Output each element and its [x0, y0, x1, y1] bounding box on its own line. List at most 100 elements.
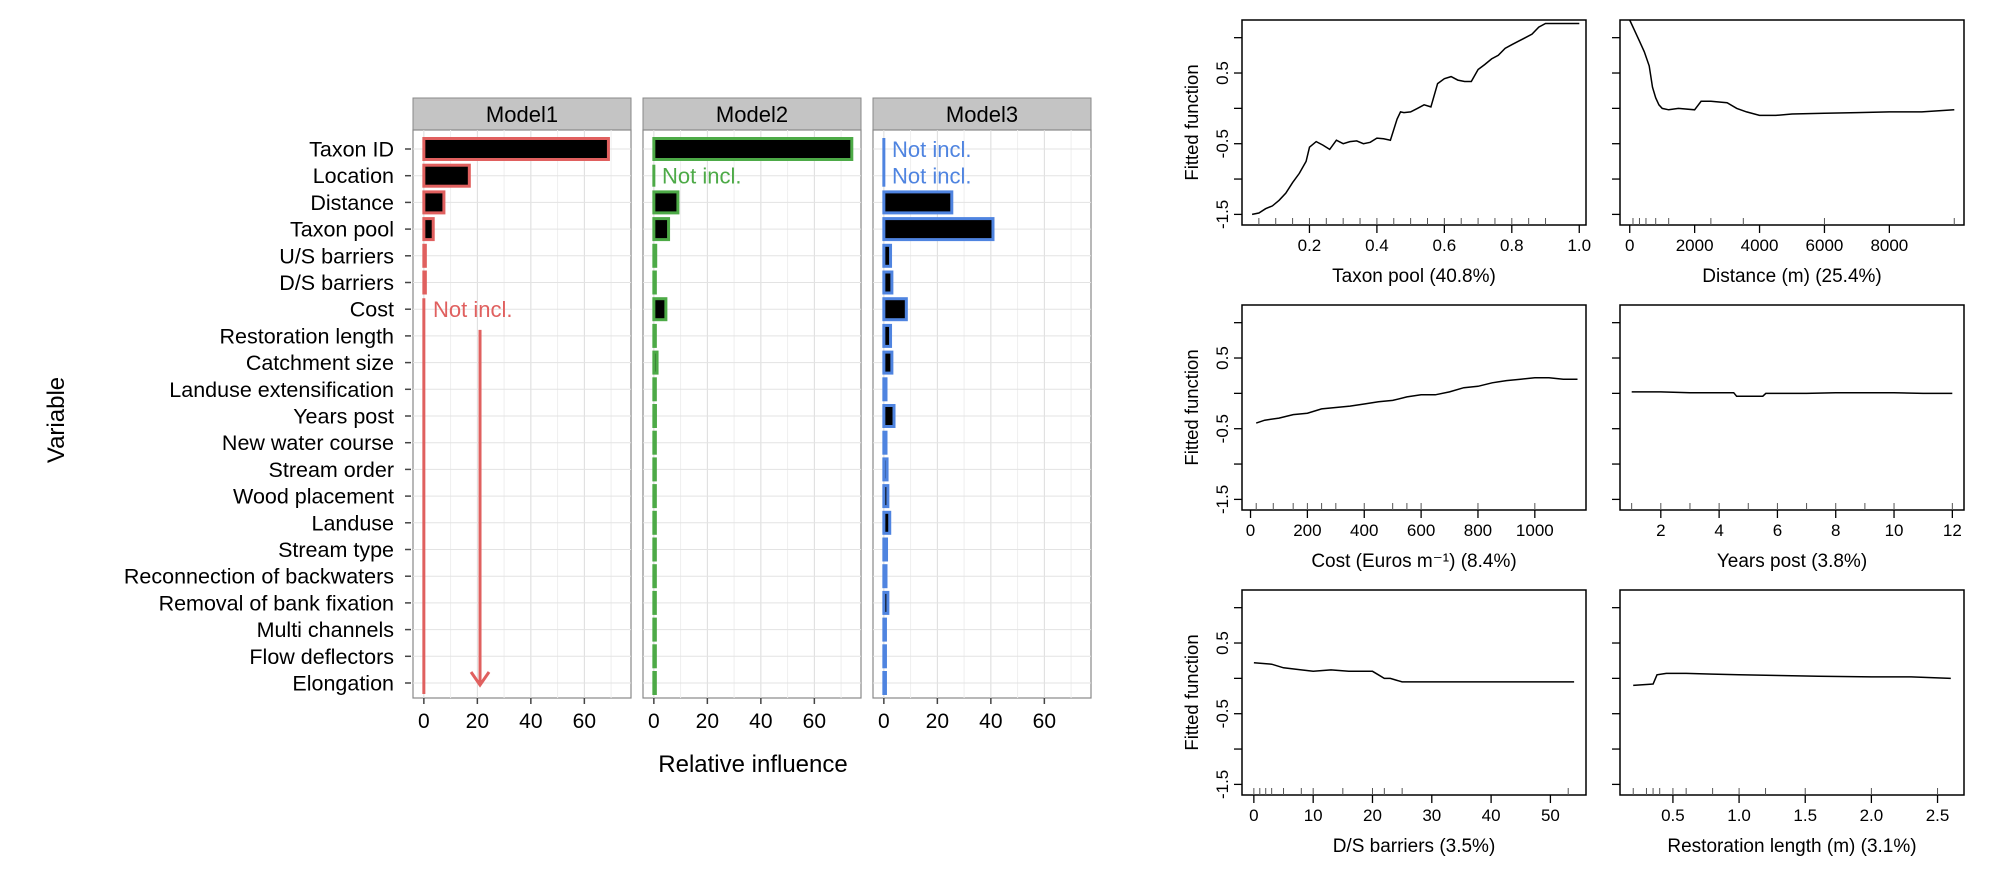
category-label: U/S barriers	[279, 244, 394, 268]
x-tick-label: 0.4	[1365, 236, 1389, 255]
y-tick-label: -1.5	[1213, 770, 1232, 799]
bar	[882, 350, 894, 375]
x-tick-label: 200	[1293, 521, 1321, 540]
bar	[882, 190, 954, 215]
category-label: Stream order	[269, 458, 394, 482]
bar	[652, 270, 657, 295]
y-tick-label: -0.5	[1213, 129, 1232, 158]
dependence-plot: 0 2000 4000 6000 8000 Distance (m) (25.4%)	[1612, 19, 1965, 287]
bar	[422, 270, 427, 295]
bar	[882, 217, 995, 242]
bar	[652, 671, 657, 695]
category-label: Stream type	[278, 538, 394, 562]
category-label: Restoration length	[220, 324, 395, 348]
facet-header	[412, 97, 632, 131]
x-tick-label: 6	[1773, 521, 1782, 540]
x-tick-label: 4000	[1741, 236, 1779, 255]
y-axis-title: Variable	[43, 377, 70, 463]
x-tick-label: 8	[1831, 521, 1840, 540]
x-tick-label: 60	[1033, 710, 1056, 733]
fitted-line	[1631, 391, 1953, 397]
category-label: Landuse extensification	[169, 378, 394, 402]
facet-title: Model1	[486, 102, 558, 127]
panel-background	[412, 129, 632, 699]
facet-header	[872, 97, 1092, 131]
category-label: Distance	[310, 191, 394, 215]
dependence-plot: 2 4 6 8 10 12 Years post (3.8%)	[1612, 304, 1965, 572]
x-tick-label: 1000	[1516, 521, 1554, 540]
bar	[652, 510, 657, 535]
y-tick-label: 0.5	[1213, 346, 1232, 370]
bar	[882, 323, 893, 348]
facet-title: Model3	[946, 102, 1018, 127]
bar	[882, 617, 887, 642]
x-tick-label: 0	[648, 710, 660, 733]
x-tick-label: 40	[979, 710, 1002, 733]
x-tick-label: 1.5	[1793, 806, 1817, 825]
x-tick-label: 40	[519, 710, 542, 733]
x-tick-label: 1.0	[1727, 806, 1751, 825]
y-tick-label: 0.5	[1213, 631, 1232, 655]
bar	[652, 484, 657, 509]
category-label: Years post	[293, 405, 394, 429]
facet-panel-model1: Model1 0 20 40 60	[412, 97, 632, 733]
x-tick-label: 2.5	[1926, 806, 1950, 825]
bar	[422, 163, 471, 188]
bar	[882, 270, 894, 295]
category-label: Removal of bank fixation	[159, 591, 394, 615]
bar	[652, 323, 657, 348]
bar	[652, 190, 680, 215]
category-label: Wood placement	[233, 485, 394, 509]
bar	[422, 217, 435, 242]
x-tick-label: 0	[1625, 236, 1634, 255]
x-tick-label: 0	[418, 710, 430, 733]
x-tick-label: 60	[573, 710, 596, 733]
bar	[882, 510, 892, 535]
plot-frame	[1241, 304, 1587, 511]
bar	[882, 590, 890, 615]
bar	[652, 377, 657, 402]
bar	[652, 297, 668, 322]
plot-frame	[1619, 304, 1965, 511]
x-tick-label: 0	[1249, 806, 1258, 825]
x-tick-label: 400	[1350, 521, 1378, 540]
x-tick-label: 2000	[1676, 236, 1714, 255]
x-tick-label: 50	[1541, 806, 1560, 825]
category-label: Elongation	[292, 672, 394, 696]
x-tick-label: 0.8	[1500, 236, 1524, 255]
x-tick-label: 20	[926, 710, 949, 733]
bar	[652, 217, 671, 242]
plot-frame	[1619, 589, 1965, 796]
category-label: Flow deflectors	[249, 645, 394, 669]
bar	[652, 137, 854, 161]
y-axis-title: Fitted function	[1181, 349, 1202, 465]
panel-background	[872, 129, 1092, 699]
bar	[882, 644, 887, 669]
not-included-label: Not incl.	[433, 297, 512, 322]
x-tick-label: 2.0	[1860, 806, 1884, 825]
x-tick-label: 10	[1304, 806, 1323, 825]
bar	[422, 190, 446, 215]
x-tick-label: 800	[1464, 521, 1492, 540]
facet-panel-model2: Model2 0 20 40 60	[642, 97, 862, 733]
x-tick-label: 0	[878, 710, 890, 733]
panel-background	[642, 129, 862, 699]
dependence-plot: 0.5 1.0 1.5 2.0 2.5 Restoration length (m) (3…	[1612, 589, 1965, 857]
bar	[652, 243, 658, 268]
dependence-plot: -1.5 -0.5 0.5 Fitted function 0.2 0.4 0.6 0.8 1.…	[1181, 19, 1591, 287]
category-label: D/S barriers	[279, 271, 394, 295]
category-label: Reconnection of backwaters	[124, 565, 394, 589]
y-axis-title: Fitted function	[1181, 634, 1202, 750]
y-tick-label: -0.5	[1213, 699, 1232, 728]
dependence-plot: -1.5 -0.5 0.5 Fitted function 0 10 20 30 40 50 D/S…	[1181, 589, 1587, 857]
category-label: Multi channels	[257, 618, 394, 642]
bar	[652, 404, 657, 428]
x-tick-label: 0.2	[1298, 236, 1322, 255]
x-tick-label: 20	[1363, 806, 1382, 825]
bar	[652, 430, 657, 455]
x-axis-title: Distance (m) (25.4%)	[1702, 266, 1882, 287]
x-tick-label: 30	[1422, 806, 1441, 825]
x-tick-label: 1.0	[1567, 236, 1591, 255]
bar	[882, 243, 893, 268]
